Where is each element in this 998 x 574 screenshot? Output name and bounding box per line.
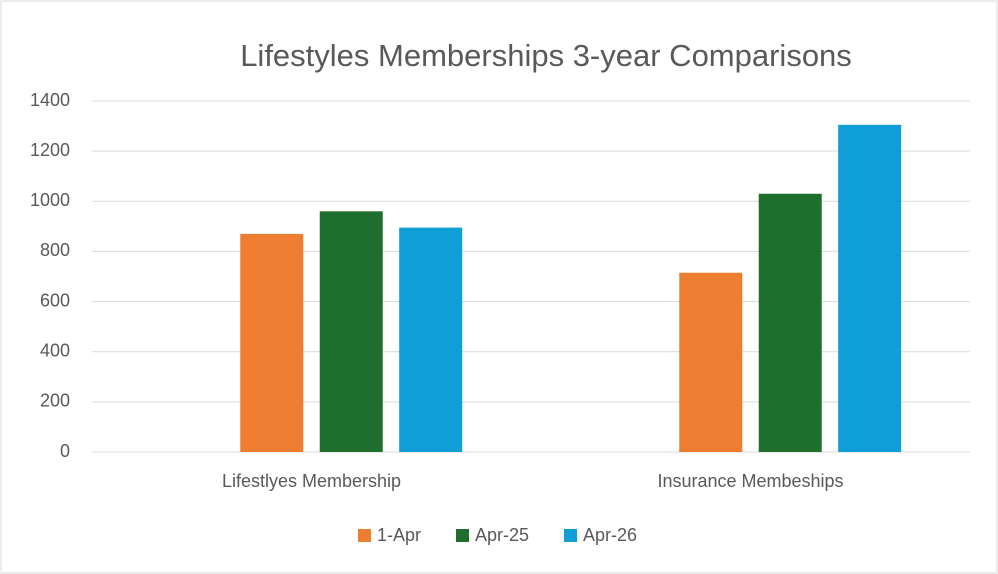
bar: [679, 272, 743, 452]
bar: [838, 124, 902, 452]
y-tick-label: 800: [40, 240, 70, 260]
legend-label: 1-Apr: [377, 525, 421, 545]
legend-label: Apr-25: [475, 525, 529, 545]
legend-swatch: [358, 529, 371, 542]
y-tick-label: 600: [40, 290, 70, 310]
x-tick-label: Insurance Membeships: [657, 471, 843, 491]
x-tick-label: Lifestlyes Membership: [222, 471, 401, 491]
y-tick-label: 400: [40, 340, 70, 360]
bar: [399, 227, 463, 452]
y-tick-label: 1200: [30, 140, 70, 160]
bar: [319, 211, 383, 452]
y-tick-label: 1000: [30, 190, 70, 210]
legend-swatch: [564, 529, 577, 542]
bar: [240, 233, 304, 452]
legend-swatch: [456, 529, 469, 542]
y-tick-label: 1400: [30, 90, 70, 110]
y-tick-label: 200: [40, 391, 70, 411]
legend-label: Apr-26: [583, 525, 637, 545]
chart-title: Lifestyles Memberships 3-year Comparison…: [240, 38, 852, 73]
bar: [758, 193, 822, 452]
y-tick-label: 0: [60, 441, 70, 461]
